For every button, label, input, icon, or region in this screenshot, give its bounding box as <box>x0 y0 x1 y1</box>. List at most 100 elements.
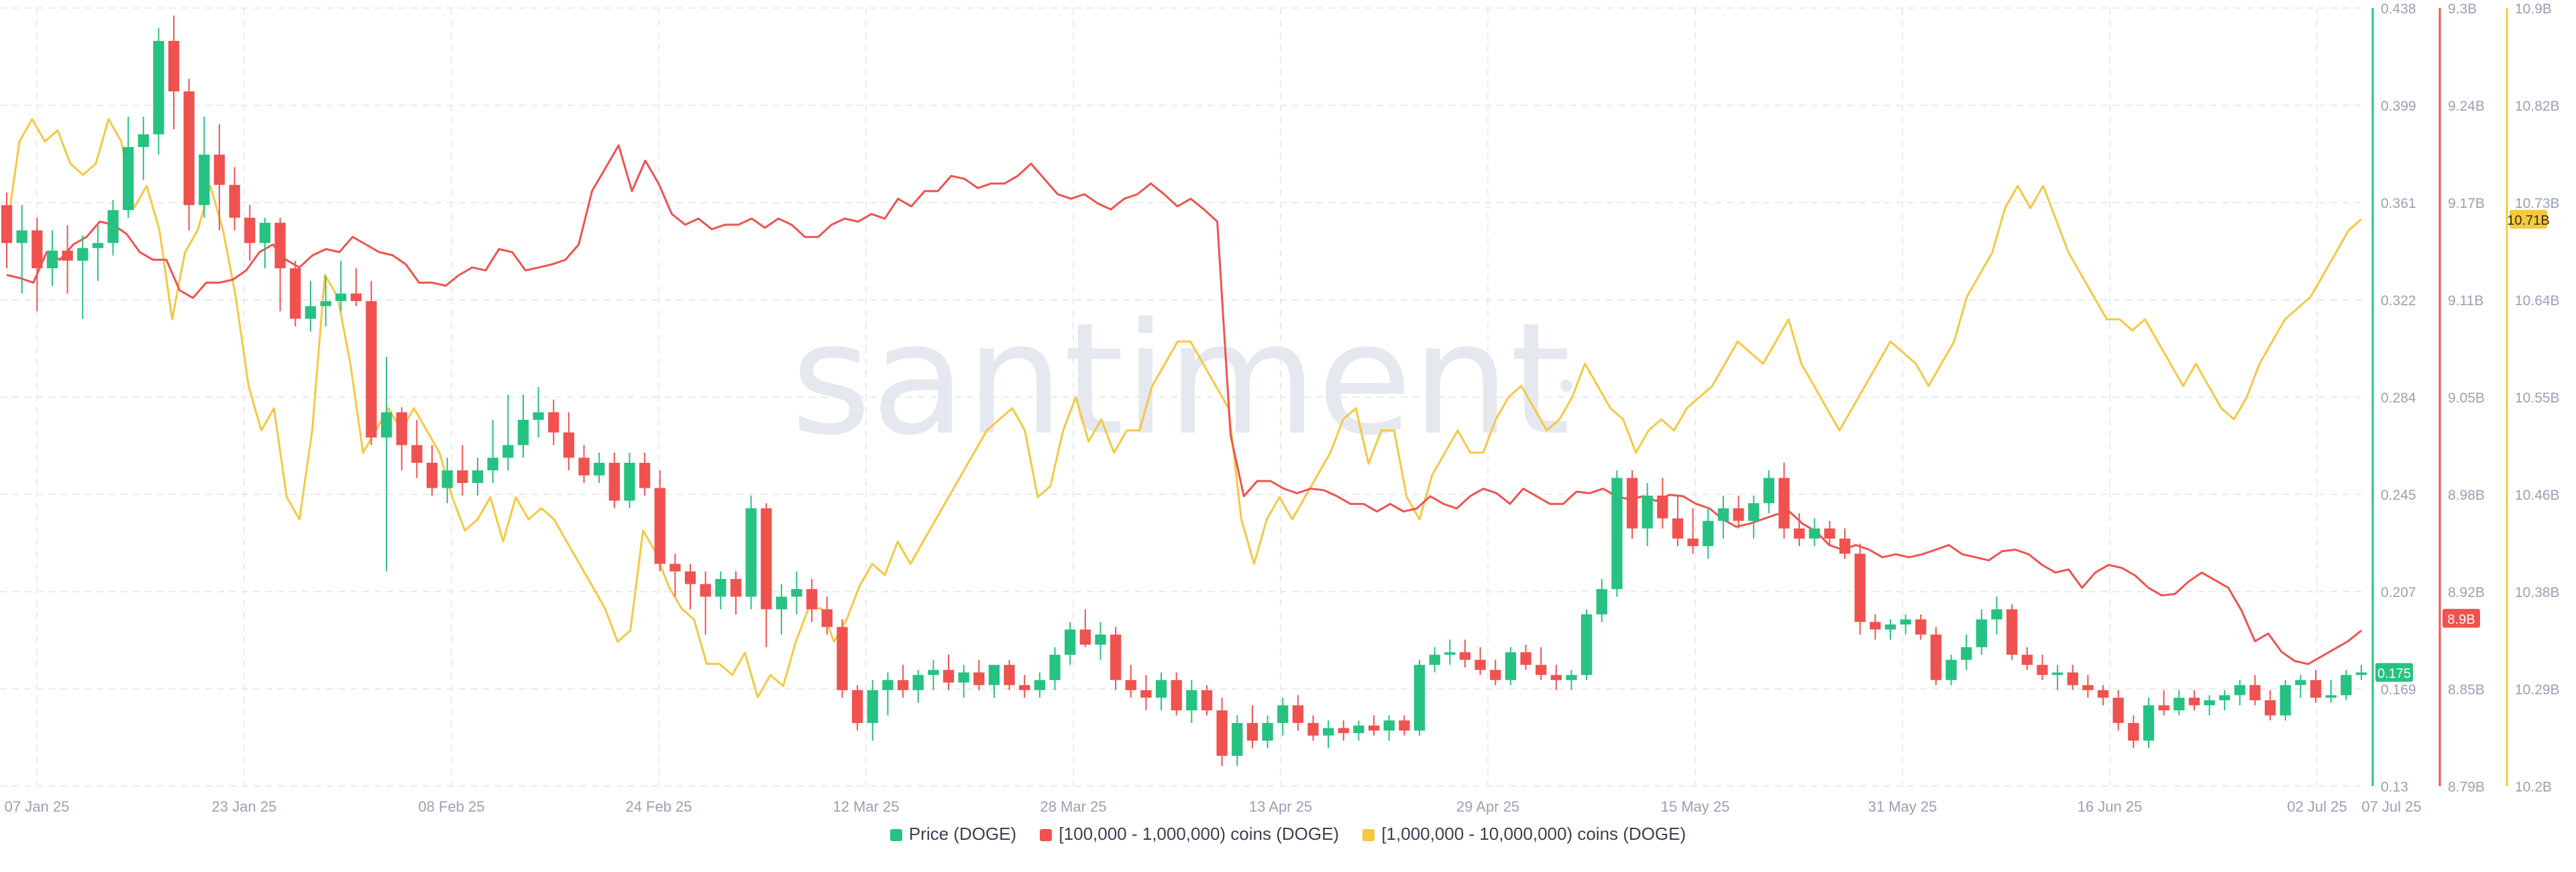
price-candle-body <box>594 462 605 476</box>
price-candle-body <box>396 412 407 445</box>
y-axis-tick-label: 10.55B <box>2515 390 2560 406</box>
price-candle-body <box>305 306 317 319</box>
price-candle-body <box>1991 609 2002 620</box>
current-value-label: 10.71B <box>2507 213 2549 228</box>
price-candle-body <box>1611 478 1623 590</box>
current-value-label: 0.175 <box>2377 667 2411 682</box>
price-candle-body <box>897 679 909 690</box>
price-candle-body <box>1763 478 1774 504</box>
price-candle-body <box>1429 655 1440 665</box>
price-candle-body <box>2021 655 2033 665</box>
price-candle-body <box>624 462 635 501</box>
price-candle-body <box>761 508 772 610</box>
legend-item-holders-1m[interactable]: [1,000,000 - 10,000,000) coins (DOGE) <box>1362 824 1686 844</box>
price-candle-body <box>2051 672 2063 675</box>
price-candle-body <box>745 508 757 597</box>
y-axis-tick-label: 10.73B <box>2515 196 2560 211</box>
price-candle-body <box>1778 478 1790 529</box>
y-axis-tick-label: 10.82B <box>2515 99 2560 114</box>
y-axis-tick-label: 8.98B <box>2448 488 2485 503</box>
price-candle-body <box>153 40 164 135</box>
price-candle-body <box>32 230 43 268</box>
y-axis-tick-label: 9.05B <box>2448 390 2485 406</box>
price-candle-body <box>2082 685 2094 690</box>
price-candle-body <box>669 563 681 571</box>
price-candle-body <box>715 579 727 597</box>
price-candle-body <box>791 589 802 597</box>
y-axis-tick-label: 0.207 <box>2381 585 2416 600</box>
price-candle-body <box>1368 725 1380 731</box>
price-candle-body <box>1095 635 1106 645</box>
price-candle-body <box>1216 710 1228 756</box>
price-candle-body <box>335 293 347 301</box>
price-candle-body <box>1444 652 1456 655</box>
price-candle-body <box>2234 685 2245 696</box>
price-candle-body <box>958 672 969 683</box>
price-candle-body <box>1703 521 1714 547</box>
price-candle-body <box>2310 679 2322 698</box>
legend-item-holders-100k[interactable]: [100,000 - 1,000,000) coins (DOGE) <box>1040 824 1339 844</box>
x-axis-tick-label: 23 Jan 25 <box>212 798 277 815</box>
price-candle-body <box>1307 722 1319 736</box>
price-candle-body <box>1322 728 1334 736</box>
price-candle-body <box>411 445 423 463</box>
price-candle-body <box>2341 675 2352 696</box>
y-axis-tick-label: 10.9B <box>2515 1 2552 17</box>
price-candle-body <box>1809 528 1820 539</box>
price-candle-body <box>502 445 514 458</box>
price-candle-body <box>1915 619 1927 635</box>
price-candle-body <box>183 91 195 205</box>
y-axis-tick-label: 10.46B <box>2515 488 2560 503</box>
price-candle-body <box>320 301 331 307</box>
price-candle-body <box>259 223 271 243</box>
price-candle-body <box>46 250 58 268</box>
price-candle-body <box>1277 705 1289 723</box>
price-candle-body <box>457 470 468 484</box>
price-candle-body <box>2112 698 2124 723</box>
y-axis-tick-label: 0.169 <box>2381 682 2416 698</box>
price-candle-body <box>1004 665 1015 686</box>
price-candle-body <box>2204 700 2215 706</box>
y-axis-tick-label: 0.13 <box>2381 779 2408 795</box>
price-candle-body <box>775 596 788 610</box>
price-candle-body <box>2158 705 2169 711</box>
y-axis-tick-label: 10.64B <box>2515 293 2560 309</box>
y-axis-tick-label: 0.399 <box>2381 99 2416 114</box>
price-candle-body <box>2355 672 2367 675</box>
price-candle-body <box>1079 629 1091 645</box>
x-axis-tick-label: 08 Feb 25 <box>418 798 484 815</box>
price-candle-body <box>1505 652 1517 680</box>
current-value-badge <box>2443 608 2480 628</box>
price-candle-body <box>1186 690 1197 711</box>
price-candle-body <box>639 462 651 488</box>
price-candle-body <box>2006 609 2018 655</box>
legend-item-price[interactable]: Price (DOGE) <box>890 824 1016 844</box>
price-candle-body <box>2295 679 2306 686</box>
price-candle-body <box>16 230 28 243</box>
current-value-label: 8.9B <box>2447 612 2475 627</box>
price-candle-body <box>2264 700 2276 716</box>
watermark-dot-right <box>1560 380 1572 392</box>
price-candle-body <box>867 690 878 723</box>
price-candle-body <box>441 470 453 488</box>
y-axis-tick-label: 0.361 <box>2381 196 2416 211</box>
price-candle-body <box>1687 538 1699 547</box>
price-candle-body <box>1839 538 1851 554</box>
price-candle-body <box>1110 635 1122 680</box>
price-candle-body <box>123 147 134 211</box>
price-candle-body <box>2279 685 2291 716</box>
price-candle-body <box>290 268 301 319</box>
price-candle-body <box>380 412 392 438</box>
y-axis-tick-label: 8.79B <box>2448 779 2485 795</box>
price-candle-body <box>1717 508 1729 521</box>
price-candle-body <box>1550 675 1562 680</box>
series-line-holders-100k <box>6 144 2362 665</box>
legend: Price (DOGE) [100,000 - 1,000,000) coins… <box>0 824 2576 844</box>
price-candle-body <box>1474 659 1486 670</box>
legend-swatch-holders-100k <box>1040 829 1053 841</box>
price-candle-body <box>1536 665 1547 675</box>
x-axis-tick-label: 31 May 25 <box>1868 798 1937 815</box>
price-candle-body <box>533 412 544 420</box>
price-candle-body <box>1459 652 1471 660</box>
x-axis-tick-label: 24 Feb 25 <box>625 798 692 815</box>
